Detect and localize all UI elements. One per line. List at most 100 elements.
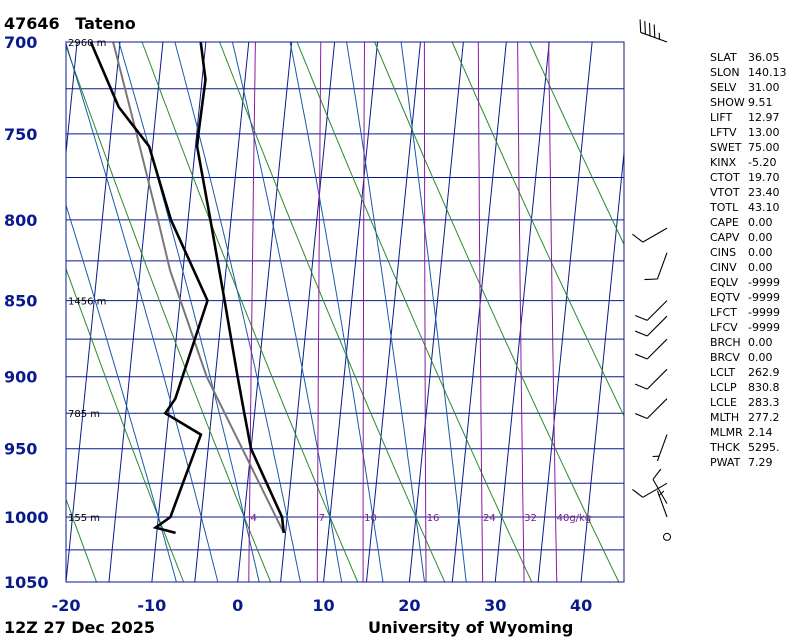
wind-barbs <box>632 19 671 541</box>
index-name: LCLT <box>710 366 735 379</box>
isotherm-line <box>237 42 293 582</box>
index-value: 262.9 <box>748 366 780 379</box>
dry-adiabat-line <box>219 42 446 582</box>
moist-adiabat-line <box>66 42 219 582</box>
wind-barb <box>634 368 668 390</box>
mixing-ratio-label: 4 <box>250 513 256 524</box>
height-label: 2960 m <box>68 38 106 49</box>
index-name: LIFT <box>710 111 733 124</box>
isotherm-line <box>623 576 624 582</box>
index-name: EQLV <box>710 276 739 289</box>
height-label: 155 m <box>68 513 100 524</box>
index-name: PWAT <box>710 456 741 469</box>
isotherm-line <box>365 42 421 582</box>
dry-adiabat-line <box>296 42 533 582</box>
wind-barb-full <box>632 488 644 498</box>
axis-labels: 700 750 800 850 900 950 1000 1050-20 -10 0 10 20 30 4… <box>4 33 592 615</box>
index-name: CINV <box>710 261 737 274</box>
mixing-ratio-line <box>248 42 256 582</box>
wind-barb-full <box>644 278 658 281</box>
isotherm-line <box>494 42 550 582</box>
mixing-ratio-label: 16 <box>427 513 440 524</box>
isotherm-line <box>280 42 336 582</box>
mixing-ratio-line <box>548 42 558 582</box>
mixing-ratio-label: 32 <box>524 513 537 524</box>
index-value: 13.00 <box>748 126 780 139</box>
wind-barb-staff <box>656 252 668 280</box>
wind-barb-full <box>644 21 646 35</box>
index-name: EQTV <box>710 291 740 304</box>
index-name: VTOT <box>710 186 740 199</box>
wind-barb <box>634 398 668 420</box>
wind-barb <box>632 482 668 498</box>
index-value: 75.00 <box>748 141 780 154</box>
wind-barb <box>639 19 668 43</box>
wind-barb-staff <box>642 482 668 498</box>
index-value: -9999 <box>748 306 780 319</box>
wind-barb-full <box>634 353 648 360</box>
index-name: TOTL <box>709 201 739 214</box>
index-value: 0.00 <box>748 261 773 274</box>
index-value: -9999 <box>748 276 780 289</box>
index-value: 830.8 <box>748 381 780 394</box>
index-value: 31.00 <box>748 81 780 94</box>
wind-barb <box>634 300 668 321</box>
wind-barb-full <box>652 468 662 480</box>
index-name: SLAT <box>710 51 737 64</box>
station-name: Tateno <box>75 14 136 33</box>
index-value: 0.00 <box>748 246 773 259</box>
index-value: 140.13 <box>748 66 787 79</box>
wind-barb-staff <box>640 31 668 43</box>
wind-barb-full <box>634 413 648 420</box>
index-name: MLMR <box>710 426 743 439</box>
wind-barb-staff <box>646 338 668 360</box>
wind-barb-staff <box>646 398 668 419</box>
data-source: University of Wyoming <box>368 618 573 637</box>
index-name: KINX <box>710 156 737 169</box>
temperature-profile-line <box>195 42 286 534</box>
wind-barb-full <box>632 233 644 243</box>
mixing-ratio-line <box>362 42 365 582</box>
wind-barb <box>634 338 668 360</box>
index-value: 9.51 <box>748 96 773 109</box>
temperature-tick-label: -10 <box>137 596 166 615</box>
mixing-ratio-label: 10 <box>364 513 377 524</box>
temperature-tick-label: 20 <box>398 596 420 615</box>
index-name: CAPE <box>710 216 739 229</box>
isotherm-line <box>537 42 593 582</box>
index-value: 0.00 <box>748 216 773 229</box>
calm-wind-circle <box>663 532 671 541</box>
wind-barb-staff <box>652 479 668 504</box>
index-value: 0.00 <box>748 231 773 244</box>
index-name: SHOW <box>710 96 745 109</box>
mixing-ratio-label: 24 <box>483 513 496 524</box>
index-value: 36.05 <box>748 51 780 64</box>
index-name: THCK <box>709 441 741 454</box>
index-name: CTOT <box>710 171 740 184</box>
observation-time: 12Z 27 Dec 2025 <box>4 618 155 637</box>
isotherm-line <box>323 42 379 582</box>
temperature-tick-label: 30 <box>484 596 506 615</box>
index-name: LFCV <box>710 321 738 334</box>
moist-adiabat-line <box>289 42 384 582</box>
moist-adiabat-line <box>346 42 425 582</box>
isotherm-line <box>151 42 207 582</box>
wind-barb-full <box>653 24 656 38</box>
wind-barb-full <box>634 383 648 390</box>
index-value: 19.70 <box>748 171 780 184</box>
dry-adiabat-line <box>141 42 359 582</box>
thermo-lines <box>66 42 624 582</box>
index-value: 7.29 <box>748 456 773 469</box>
parcel-path-line <box>112 42 285 534</box>
wind-barb <box>656 490 668 518</box>
index-value: 0.00 <box>748 351 773 364</box>
mixing-ratio-label: 40g/kg <box>557 513 592 524</box>
dry-adiabat-line <box>66 497 97 582</box>
wind-barb-full <box>639 19 642 33</box>
wind-barb-staff <box>642 227 668 243</box>
moist-adiabat-line <box>400 42 467 582</box>
wind-barb <box>634 315 668 337</box>
index-name: LFCT <box>710 306 737 319</box>
